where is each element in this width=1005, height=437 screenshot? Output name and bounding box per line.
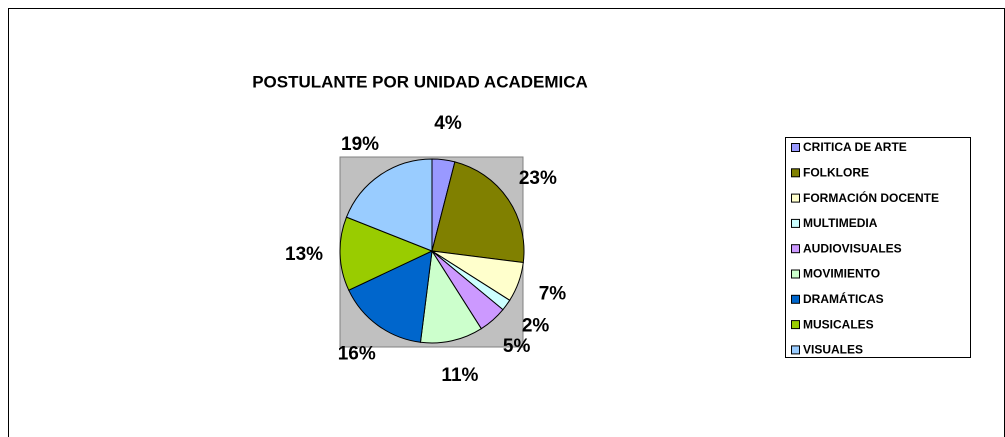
pie-slice [431,161,525,264]
legend-swatch [791,345,800,355]
legend [785,137,971,358]
legend-swatch [791,294,800,304]
legend-swatch [791,244,800,254]
legend-label: MOVIMIENTO [803,267,880,281]
data-label: 13% [285,244,323,265]
legend-swatch [791,320,800,330]
data-label: 19% [341,134,379,155]
legend-label: MULTIMEDIA [803,216,878,230]
chart-title: POSTULANTE POR UNIDAD ACADEMICA [252,72,588,91]
data-label: 16% [338,344,376,365]
pie-slice [339,216,434,291]
legend-label: MUSICALES [803,317,874,331]
data-label: 11% [441,365,478,386]
legend-label: CRITICA DE ARTE [803,140,907,154]
legend-swatch [791,193,800,203]
legend-swatch [791,218,800,228]
legend-label: VISUALES [803,343,863,357]
legend-swatch [791,269,800,279]
pie-slice [345,158,433,252]
data-label: 23% [519,168,557,189]
data-label: 5% [503,336,531,357]
legend-swatch [791,143,800,152]
legend-label: FOLKLORE [803,165,869,179]
legend-swatch [791,168,800,178]
legend-label: DRAMÁTICAS [803,291,884,306]
pie-slice [348,250,433,343]
data-label: 4% [434,113,462,134]
legend-label: AUDIOVISUALES [803,241,902,255]
data-label: 7% [539,283,567,304]
legend-label: FORMACIÓN DOCENTE [803,190,939,205]
data-label: 2% [522,315,550,336]
